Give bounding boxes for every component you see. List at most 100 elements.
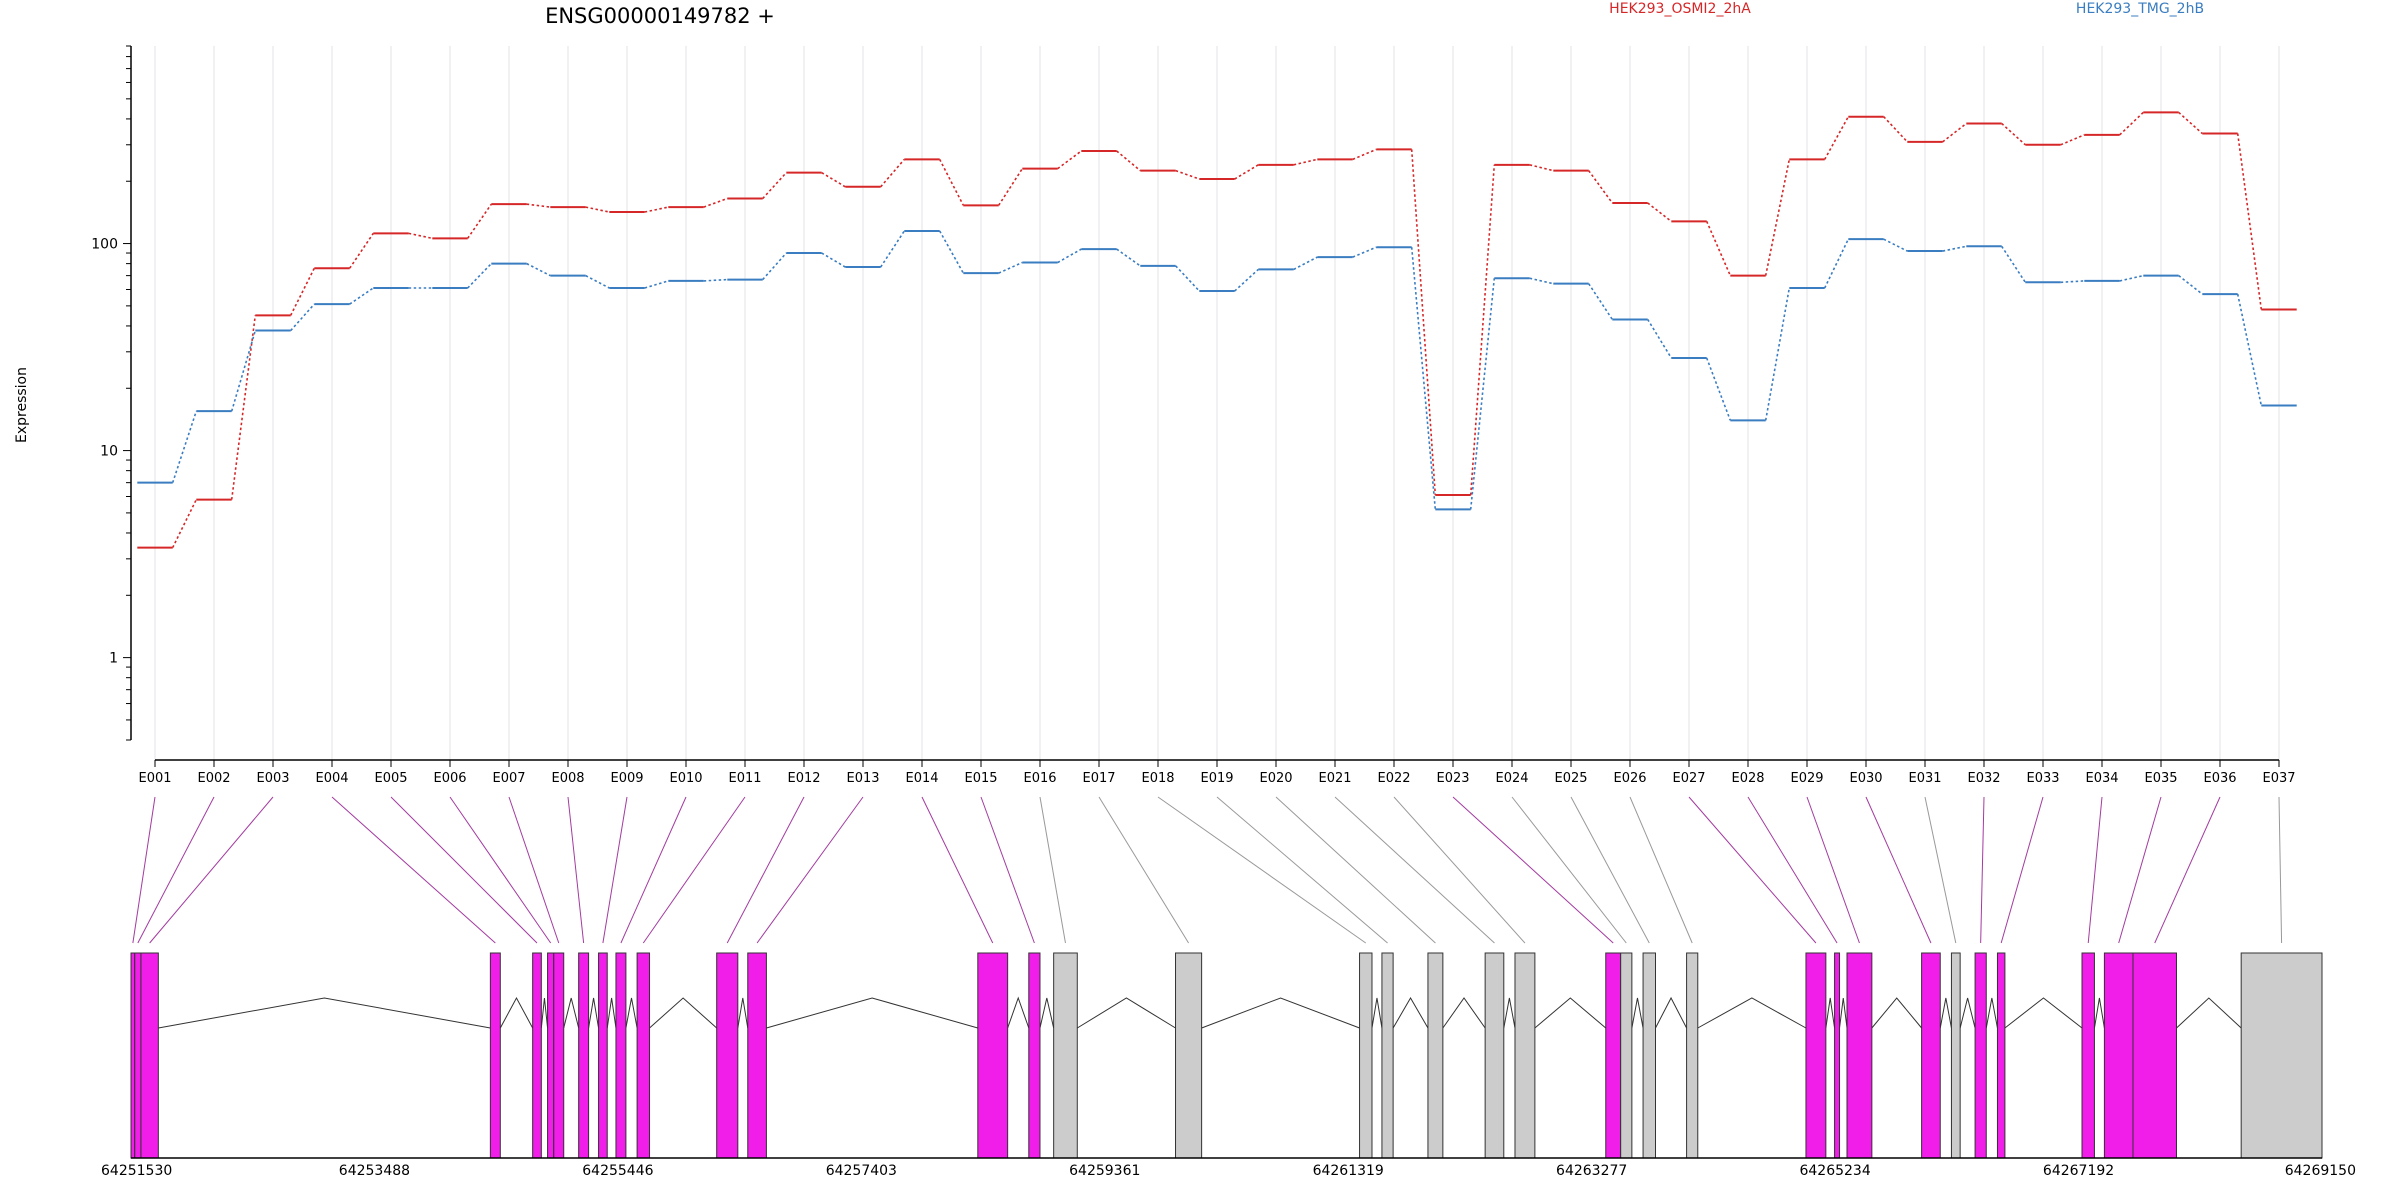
intron [766, 997, 978, 1029]
exon-connector [331, 796, 496, 944]
exon-connector [390, 796, 538, 944]
exon-connector [149, 796, 274, 944]
coordinate-label: 64251530 [101, 1163, 172, 1179]
intron [1697, 997, 1807, 1029]
x-tick-label: E026 [1613, 771, 1646, 786]
intron [1077, 997, 1176, 1029]
x-tick-label: E028 [1731, 771, 1764, 786]
intron [1959, 997, 1976, 1029]
intron [1985, 997, 1998, 1029]
exon-box [134, 952, 142, 1159]
series-transition [1529, 164, 1554, 172]
exon-connector [620, 796, 687, 944]
exon-box [2103, 952, 2134, 1159]
y-tick-label: 100 [91, 237, 118, 253]
series-transition [1234, 164, 1259, 180]
intron [1534, 997, 1607, 1029]
intron [540, 997, 549, 1029]
series-transition [1647, 319, 1672, 359]
series-transition [1057, 150, 1082, 170]
y-axis: 1 10 100 [91, 45, 132, 741]
exon-box [2240, 952, 2323, 1159]
x-tick-label: E017 [1082, 771, 1115, 786]
y-axis-label: Expression [14, 367, 30, 443]
series-transition [2060, 280, 2085, 284]
exon-connector [1039, 796, 1066, 944]
intron [2093, 997, 2105, 1029]
intron [649, 997, 718, 1029]
series-transition [644, 280, 669, 289]
exon-box [130, 952, 136, 1159]
exon-box [1053, 952, 1078, 1159]
intron [588, 997, 600, 1029]
exon-box [716, 952, 739, 1159]
x-tick-label: E035 [2144, 771, 2177, 786]
series-transition [289, 267, 316, 316]
exon-connector [756, 796, 864, 944]
series-transition [998, 168, 1023, 206]
x-tick-label: E037 [2262, 771, 2295, 786]
series-transition [1293, 256, 1318, 271]
series-transition [349, 287, 374, 305]
intron [625, 997, 638, 1029]
exon-connector [2087, 796, 2103, 944]
exon-box [2132, 952, 2178, 1159]
coordinate-label: 64269150 [2285, 1163, 2356, 1179]
intron [2176, 997, 2242, 1029]
exon-box [1642, 952, 1656, 1159]
x-tick-label: E036 [2203, 771, 2236, 786]
intron [158, 997, 491, 1029]
series-transition [880, 230, 905, 268]
intron [1007, 996, 1030, 1029]
series-transition [1588, 170, 1613, 204]
exon-box [1834, 952, 1841, 1159]
exon-connector [980, 796, 1035, 944]
exon-connector [132, 796, 156, 944]
exon-box [1805, 952, 1827, 1159]
series-transition [2178, 274, 2203, 295]
coordinate-label: 64257403 [826, 1163, 897, 1179]
series-transition [703, 278, 728, 282]
x-tick-label: E003 [256, 771, 289, 786]
intron [563, 997, 580, 1029]
x-tick-label: E016 [1023, 771, 1056, 786]
x-tick-label: E010 [669, 771, 702, 786]
exon-connector [726, 796, 805, 944]
series-transition [526, 262, 551, 277]
exon-connector [921, 796, 994, 944]
x-tick-label: E009 [610, 771, 643, 786]
intron [1939, 997, 1952, 1029]
x-tick-label: E023 [1436, 771, 1469, 786]
exon-connector [1157, 796, 1367, 944]
intron [1503, 997, 1516, 1029]
series-transition [821, 252, 846, 268]
x-tick-label: E031 [1908, 771, 1941, 786]
series-transition [2060, 134, 2085, 146]
exon-connector [642, 796, 746, 944]
intron [1442, 997, 1486, 1029]
series-transition [1823, 116, 1850, 160]
series-transition [585, 274, 610, 289]
x-tick-label: E011 [728, 771, 761, 786]
coordinate-label: 64265234 [1799, 1163, 1870, 1179]
x-tick-label: E012 [787, 771, 820, 786]
exon-connector [1098, 796, 1190, 944]
x-tick-label: E013 [846, 771, 879, 786]
coordinate-label: 64263277 [1556, 1163, 1627, 1179]
exon-connector [1806, 796, 1860, 944]
coordinate-label: 64267192 [2043, 1163, 2114, 1179]
exon-box [977, 952, 1009, 1159]
series-transition [1823, 238, 1850, 289]
series-transition [467, 203, 492, 239]
series-transition [1588, 283, 1613, 320]
exon-connector [1865, 796, 1932, 944]
series-transition [1942, 122, 1967, 143]
exon-box [578, 952, 590, 1159]
x-tick-label: E025 [1554, 771, 1587, 786]
gene-model [130, 952, 2323, 1159]
x-tick-label: E021 [1318, 771, 1351, 786]
intron [1631, 997, 1644, 1029]
x-tick-label: E018 [1141, 771, 1174, 786]
coordinate-label: 64259361 [1069, 1163, 1140, 1179]
exon-box [1359, 952, 1373, 1159]
